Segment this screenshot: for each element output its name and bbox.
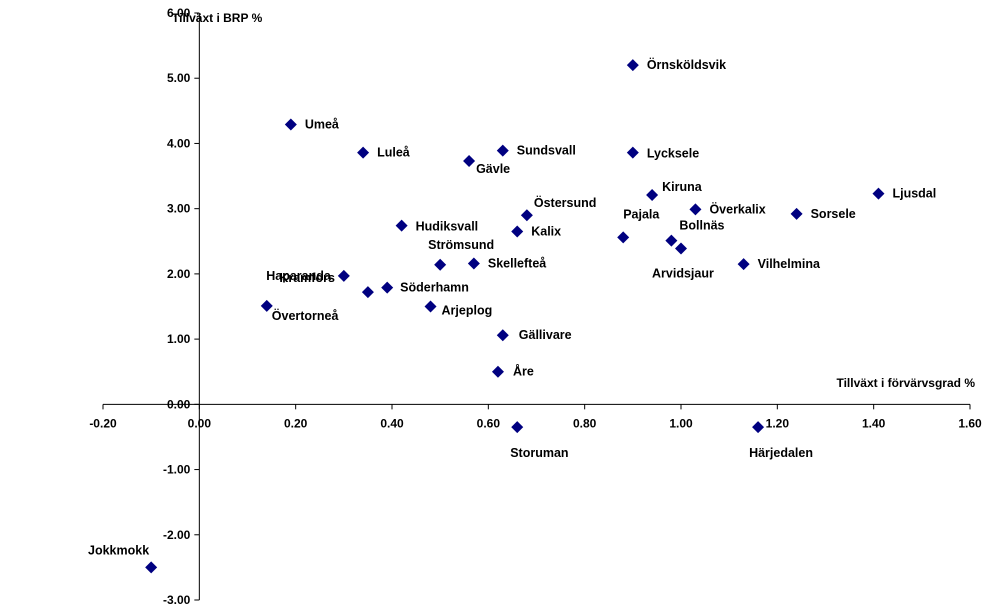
data-point-marker <box>872 187 885 200</box>
y-tick-label: 3.00 <box>167 202 191 216</box>
data-point-marker <box>463 155 476 168</box>
x-tick-label: 1.40 <box>862 416 886 430</box>
data-point-marker <box>626 59 639 72</box>
data-point-marker <box>511 225 524 238</box>
data-point-label: Söderhamn <box>400 281 469 295</box>
y-tick-label: -2.00 <box>163 528 191 542</box>
data-point-marker <box>491 365 504 378</box>
data-point-marker <box>381 281 394 294</box>
data-point-marker <box>395 219 408 232</box>
data-point-marker <box>361 286 374 299</box>
data-point-marker <box>520 209 533 222</box>
y-axis-ticks: 6.00 5.00 4.00 3.00 2.00 1.00 0.00 -1.00 -2.00 -3… <box>163 6 200 607</box>
y-tick-label: 1.00 <box>167 332 191 346</box>
data-point-marker <box>260 299 273 312</box>
data-point-label: Härjedalen <box>749 446 813 460</box>
data-point-marker <box>424 300 437 313</box>
data-point-marker <box>145 561 158 574</box>
data-point-marker <box>337 269 350 282</box>
data-point-marker <box>675 242 687 255</box>
data-point-label: Lycksele <box>647 147 699 161</box>
data-point-label: Skellefteå <box>488 256 546 270</box>
x-tick-label: 0.60 <box>477 416 501 430</box>
data-points <box>145 59 885 574</box>
data-point-marker <box>357 146 370 159</box>
data-point-marker <box>626 146 639 159</box>
data-point-marker <box>790 207 803 220</box>
data-point-marker <box>689 203 702 216</box>
x-tick-label: -0.20 <box>89 416 117 430</box>
data-point-label: Umeå <box>305 118 339 132</box>
y-tick-label: 6.00 <box>167 6 191 20</box>
data-point-marker <box>467 257 480 270</box>
x-axis-title: Tillväxt i förvärvsgrad % <box>836 376 975 390</box>
data-point-marker <box>511 421 524 434</box>
data-point-marker <box>646 188 659 201</box>
data-point-label: Örnsköldsvik <box>647 57 726 72</box>
data-point-label: Strömsund <box>428 238 494 252</box>
data-point-marker <box>737 258 750 271</box>
y-tick-label: 0.00 <box>167 397 191 411</box>
data-point-label: Gällivare <box>519 328 572 342</box>
data-point-label: Kramfors <box>279 271 335 285</box>
y-tick-label: -3.00 <box>163 593 191 607</box>
x-tick-label: 0.40 <box>380 416 404 430</box>
data-point-label: Storuman <box>510 446 568 460</box>
data-point-label: Östersund <box>534 195 597 210</box>
y-tick-label: 5.00 <box>167 71 191 85</box>
data-point-label: Kalix <box>531 224 561 238</box>
data-point-label: Gävle <box>476 162 510 176</box>
data-point-label: Ljusdal <box>892 187 936 201</box>
x-tick-label: 0.20 <box>284 416 308 430</box>
data-point-label: Sundsvall <box>517 144 576 158</box>
data-point-label: Kiruna <box>662 180 703 194</box>
x-tick-label: 1.00 <box>669 416 693 430</box>
data-point-marker <box>665 234 678 247</box>
x-axis-ticks: -0.20 0.00 0.20 0.40 0.60 0.80 1.00 1.20 1.40 1.6… <box>89 404 982 430</box>
point-labels: Örnsköldsvik Umeå Luleå Sundsvall Gävle Lycks… <box>88 57 936 557</box>
data-point-label: Övertorneå <box>272 308 339 323</box>
y-axis-title: Tillväxt i BRP % <box>172 11 263 25</box>
x-tick-label: 1.20 <box>766 416 790 430</box>
y-tick-label: 2.00 <box>167 267 191 281</box>
data-point-label: Luleå <box>377 146 410 160</box>
y-tick-label: -1.00 <box>163 463 191 477</box>
data-point-label: Arvidsjaur <box>652 266 714 280</box>
data-point-marker <box>752 421 765 434</box>
data-point-marker <box>284 118 297 131</box>
x-tick-label: 0.00 <box>188 416 212 430</box>
data-point-marker <box>434 258 447 271</box>
data-point-label: Överkalix <box>709 201 765 216</box>
data-point-marker <box>496 144 509 157</box>
data-point-label: Haparanda <box>266 269 332 283</box>
data-point-label: Bollnäs <box>679 219 724 233</box>
data-point-label: Pajala <box>623 207 660 221</box>
x-tick-label: 1.60 <box>958 416 982 430</box>
x-tick-label: 0.80 <box>573 416 597 430</box>
data-point-label: Arjeplog <box>442 304 493 318</box>
data-point-label: Vilhelmina <box>758 257 821 271</box>
data-point-marker <box>617 231 630 244</box>
data-point-label: Sorsele <box>811 207 856 221</box>
data-point-label: Hudiksvall <box>416 220 479 234</box>
data-point-label: Åre <box>513 364 534 379</box>
data-point-label: Jokkmokk <box>88 543 149 557</box>
data-point-marker <box>496 329 509 342</box>
y-tick-label: 4.00 <box>167 136 191 150</box>
